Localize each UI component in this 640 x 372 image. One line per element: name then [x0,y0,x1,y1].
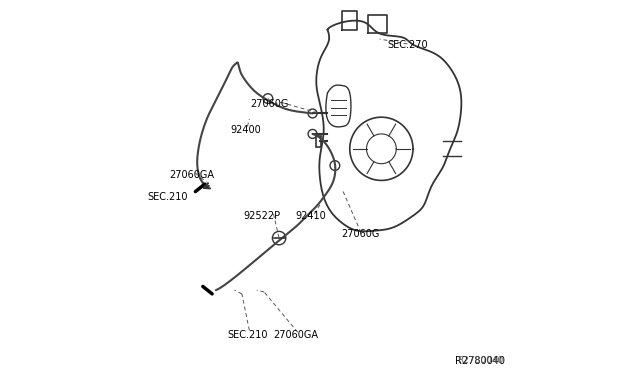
Text: 27060GA: 27060GA [169,170,214,180]
Text: 92410: 92410 [295,211,326,221]
Text: SEC.210: SEC.210 [227,330,268,340]
Text: SEC.270: SEC.270 [387,40,428,49]
Text: SEC.210: SEC.210 [147,192,188,202]
Text: 27060GA: 27060GA [273,330,318,340]
Text: 27060G: 27060G [342,230,380,239]
Bar [316,136,321,147]
Text: 27060G: 27060G [251,99,289,109]
Text: 92400: 92400 [230,125,261,135]
Text: 92522P: 92522P [244,211,281,221]
Text: R2780040: R2780040 [455,356,505,366]
Text: R2780040: R2780040 [457,356,503,365]
